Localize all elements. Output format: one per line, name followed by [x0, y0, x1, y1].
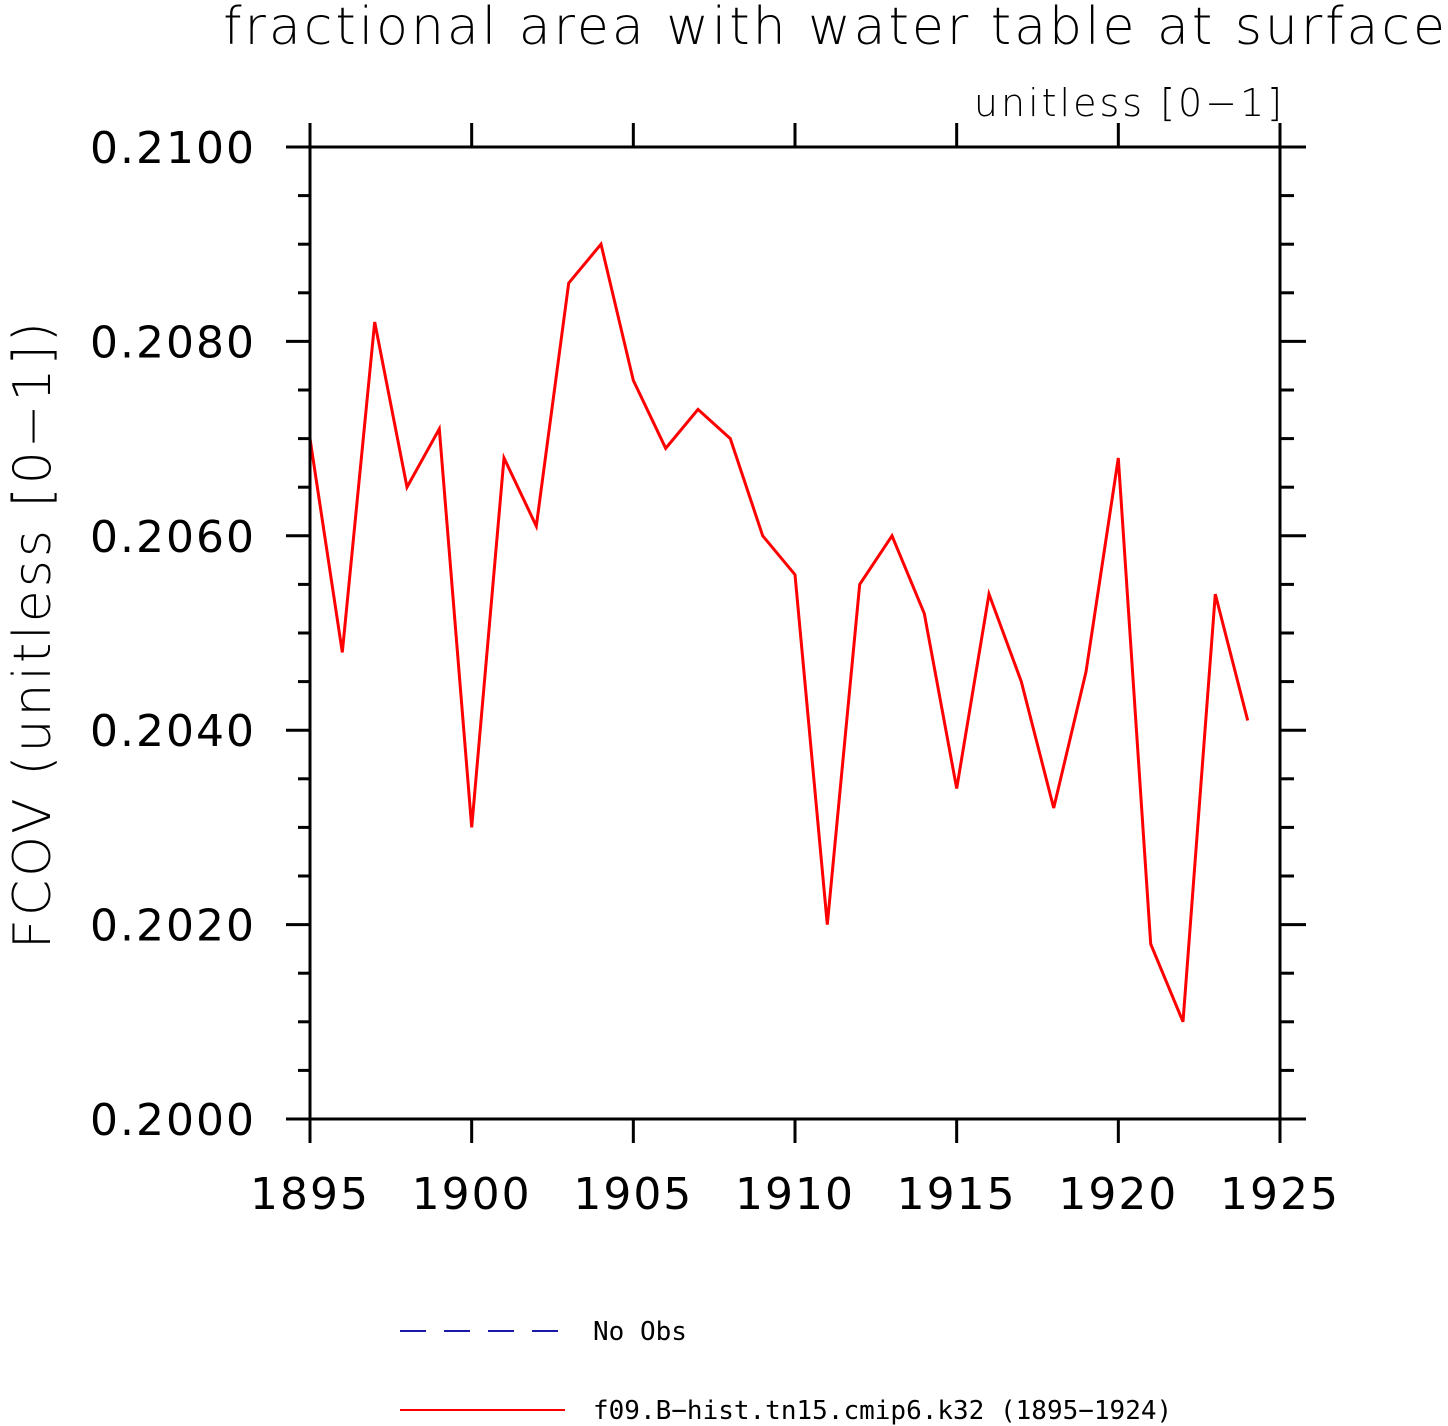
y-axis-label: FCOV (unitless [0−1]): [3, 319, 63, 949]
legend-label: f09.B−hist.tn15.cmip6.k32 (1895−1924): [593, 1396, 1172, 1426]
x-tick-label: 1920: [1058, 1169, 1178, 1220]
x-tick-label: 1895: [250, 1169, 370, 1220]
y-tick-label: 0.2000: [90, 1095, 256, 1146]
series-layer: [308, 240, 1250, 1023]
x-tick-label: 1900: [412, 1169, 532, 1220]
y-tick-label: 0.2060: [90, 512, 256, 563]
y-tick-label: 0.2080: [90, 317, 256, 368]
x-tick-label: 1910: [735, 1169, 855, 1220]
x-tick-label: 1925: [1220, 1169, 1340, 1220]
chart-title: fractional area with water table at surf…: [223, 0, 1448, 57]
legend-label: No Obs: [593, 1317, 687, 1347]
y-tick-label: 0.2040: [90, 706, 256, 757]
x-tick-labels: 1895 1900 1905 1910 1915 1920 1925: [250, 1169, 1340, 1220]
y-tick-label: 0.2020: [90, 901, 256, 952]
series-line-1: [308, 240, 1250, 1023]
y-tick-labels: 0.2000 0.2020 0.2040 0.2060 0.2080 0.2100: [90, 123, 256, 1146]
y-tick-label: 0.2100: [90, 123, 256, 174]
plot-frame: [308, 145, 1282, 1121]
x-tick-label: 1915: [897, 1169, 1017, 1220]
x-tick-label: 1905: [573, 1169, 693, 1220]
legend: No Obs f09.B−hist.tn15.cmip6.k32 (1895−19…: [400, 1317, 1172, 1426]
axis-ticks: [286, 123, 1306, 1143]
chart-subtitle: unitless [0−1]: [974, 81, 1285, 125]
